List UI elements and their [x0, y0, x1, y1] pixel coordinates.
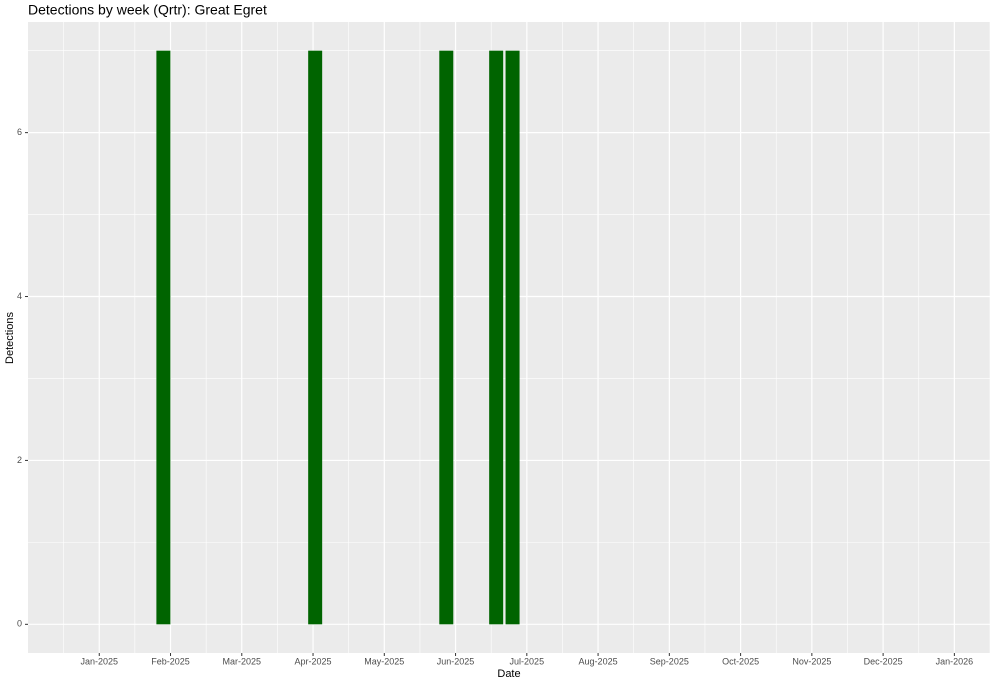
bar [489, 50, 504, 625]
x-tick-label: Oct-2025 [722, 656, 759, 666]
chart-title: Detections by week (Qrtr): Great Egret [28, 2, 267, 18]
x-tick-label: Apr-2025 [295, 656, 332, 666]
x-tick-label: Mar-2025 [223, 656, 262, 666]
y-tick-label: 2 [17, 455, 22, 465]
y-tick-label: 0 [17, 619, 22, 629]
bar [156, 50, 171, 625]
y-tick-label: 6 [17, 127, 22, 137]
bar [439, 50, 454, 625]
x-tick-label: Dec-2025 [864, 656, 903, 666]
x-tick-label: Sep-2025 [650, 656, 689, 666]
x-tick-label: Jul-2025 [510, 656, 545, 666]
x-tick-label: Aug-2025 [579, 656, 618, 666]
y-axis-label: Detections [4, 312, 16, 364]
x-tick-label: May-2025 [364, 656, 404, 666]
bar [308, 50, 323, 625]
x-tick-label: Jan-2026 [936, 656, 974, 666]
x-tick-label: Nov-2025 [792, 656, 831, 666]
bar [505, 50, 520, 625]
y-tick-label: 4 [17, 291, 22, 301]
x-tick-label: Jun-2025 [437, 656, 475, 666]
x-tick-label: Jan-2025 [80, 656, 118, 666]
x-tick-label: Feb-2025 [151, 656, 190, 666]
x-axis-label: Date [497, 668, 520, 680]
